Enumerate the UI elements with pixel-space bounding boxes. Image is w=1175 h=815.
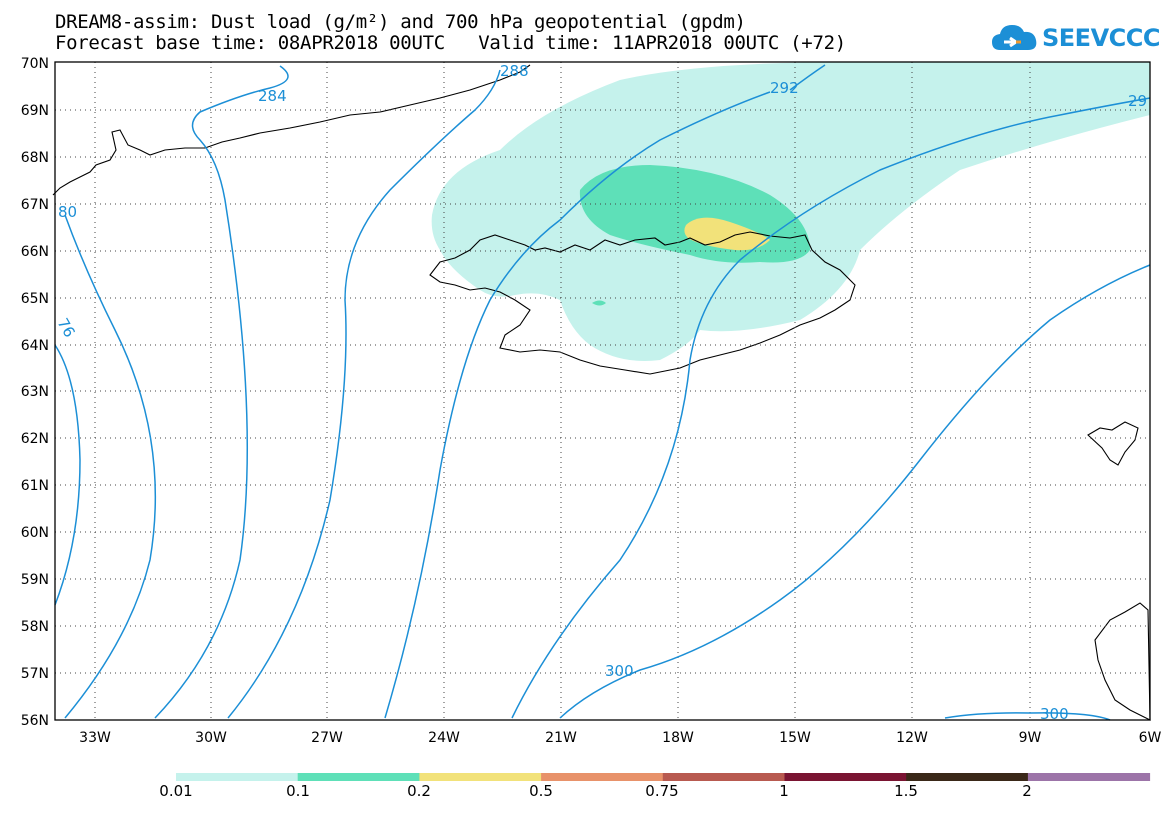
contour-label: 80 bbox=[58, 203, 77, 221]
colorbar-swatch bbox=[297, 773, 420, 781]
contour-line-284 bbox=[227, 69, 501, 719]
colorbar-swatch bbox=[1027, 773, 1151, 781]
contour-line-296 bbox=[559, 264, 1151, 719]
map-frame bbox=[54, 61, 1151, 721]
lat-label: 63N bbox=[21, 384, 49, 400]
colorbar-label: 0.5 bbox=[529, 782, 553, 800]
lat-label: 70N bbox=[21, 56, 49, 72]
colorbar-swatch bbox=[541, 773, 664, 781]
contour-label: 288 bbox=[500, 62, 529, 80]
colorbar-label: 0.1 bbox=[286, 782, 310, 800]
lat-label: 66N bbox=[21, 244, 49, 260]
lon-label: 15W bbox=[779, 730, 811, 746]
faroe-coast bbox=[1087, 421, 1139, 466]
lat-label: 60N bbox=[21, 525, 49, 541]
dust-speck bbox=[592, 300, 606, 306]
map-title-line2: Forecast base time: 08APR2018 00UTC Vali… bbox=[55, 32, 846, 54]
colorbar-swatch bbox=[662, 773, 785, 781]
contour-line-288 bbox=[384, 91, 771, 719]
lon-label: 24W bbox=[428, 730, 460, 746]
contour-label: 300 bbox=[1040, 705, 1069, 723]
greenland-coast bbox=[52, 64, 531, 196]
contour-line-280 bbox=[154, 65, 289, 719]
map-title-line1: DREAM8-assim: Dust load (g/m²) and 700 h… bbox=[55, 11, 746, 33]
geopotential-contours bbox=[54, 64, 1151, 721]
lat-label: 68N bbox=[21, 150, 49, 166]
contour-line-292 bbox=[789, 64, 826, 91]
dust-area-high bbox=[684, 217, 770, 251]
colorbar-label: 1.5 bbox=[894, 782, 918, 800]
contour-label: 29 bbox=[1128, 92, 1147, 110]
colorbar-label: 0.01 bbox=[159, 782, 193, 800]
contour-label: 284 bbox=[258, 87, 287, 105]
latitude-labels: 70N 69N 68N 67N 66N 65N 64N 63N 62N 61N … bbox=[21, 56, 49, 729]
lon-label: 18W bbox=[662, 730, 694, 746]
lon-label: 21W bbox=[545, 730, 577, 746]
seevccc-logo: SEEVCCC bbox=[990, 20, 1161, 60]
lat-label: 69N bbox=[21, 103, 49, 119]
dust-fill-layer bbox=[431, 62, 1151, 361]
colorbar-label: 0.2 bbox=[407, 782, 431, 800]
lat-label: 65N bbox=[21, 291, 49, 307]
lat-label: 61N bbox=[21, 478, 49, 494]
contour-line-272 bbox=[54, 344, 81, 606]
contour-label: 300 bbox=[605, 662, 634, 680]
contour-line-300 bbox=[944, 712, 1111, 721]
contour-label: 76 bbox=[54, 315, 79, 341]
scotland-coast bbox=[1094, 602, 1151, 721]
colorbar-label: 1 bbox=[779, 782, 789, 800]
lon-label: 30W bbox=[195, 730, 227, 746]
colorbar-swatch bbox=[784, 773, 907, 781]
contour-label: 292 bbox=[770, 79, 799, 97]
longitude-labels: 33W 30W 27W 24W 21W 18W 15W 12W 9W 6W bbox=[79, 730, 1161, 746]
cloud-icon bbox=[992, 25, 1037, 50]
contour-line-290 bbox=[511, 97, 1151, 719]
lat-label: 64N bbox=[21, 338, 49, 354]
contour-line-276 bbox=[64, 214, 157, 719]
logo-text: SEEVCCC bbox=[1042, 24, 1161, 52]
colorbar-label: 0.75 bbox=[645, 782, 679, 800]
colorbar-swatch bbox=[176, 773, 299, 781]
lat-label: 62N bbox=[21, 431, 49, 447]
lon-label: 27W bbox=[311, 730, 343, 746]
colorbar-swatch bbox=[419, 773, 542, 781]
colorbar bbox=[176, 773, 1151, 781]
lon-label: 6W bbox=[1139, 730, 1162, 746]
lat-label: 56N bbox=[21, 713, 49, 729]
lon-label: 12W bbox=[896, 730, 928, 746]
lon-label: 9W bbox=[1019, 730, 1042, 746]
lat-label: 58N bbox=[21, 619, 49, 635]
lat-label: 59N bbox=[21, 572, 49, 588]
colorbar-swatch bbox=[906, 773, 1029, 781]
lat-label: 57N bbox=[21, 666, 49, 682]
colorbar-label: 2 bbox=[1022, 782, 1032, 800]
lon-label: 33W bbox=[79, 730, 111, 746]
lat-label: 67N bbox=[21, 197, 49, 213]
